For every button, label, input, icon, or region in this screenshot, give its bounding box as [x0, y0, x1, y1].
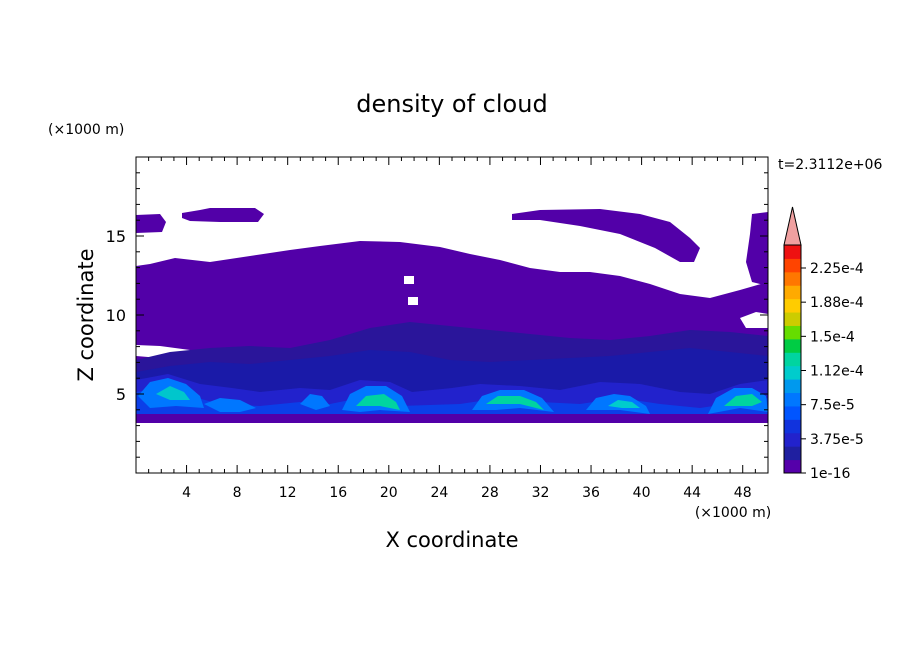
y-tick-label: 15	[106, 227, 126, 246]
hole-3	[740, 312, 768, 328]
x-tick-label: 24	[430, 485, 448, 501]
x-tick-label: 40	[633, 485, 651, 501]
colorbar-swatch	[784, 379, 801, 394]
colorbar-swatch	[784, 338, 801, 353]
cloud-region-upper-left	[136, 214, 166, 233]
x-tick-label: 36	[582, 485, 600, 501]
colorbar-swatch	[784, 245, 801, 259]
colorbar-swatch	[784, 285, 801, 300]
colorbar-label: 1.88e-4	[810, 295, 864, 311]
y-axis-label: Z coordinate	[74, 248, 98, 381]
contour-field	[136, 208, 768, 423]
colorbar-swatch	[784, 432, 801, 447]
colorbar-swatch	[784, 459, 801, 474]
y-tick-label: 10	[106, 306, 126, 325]
colorbar-frame	[783, 244, 802, 474]
colorbar-label: 3.75e-5	[810, 432, 864, 448]
x-tick-label: 48	[734, 485, 752, 501]
colorbar-swatch	[784, 365, 801, 380]
arc-5-core	[486, 396, 544, 410]
chart-title: density of cloud	[356, 90, 547, 118]
bottom-strip	[136, 414, 768, 423]
x-tick-label: 20	[380, 485, 398, 501]
x-tick-label: 44	[683, 485, 701, 501]
colorbar: 2.25e-4 1.88e-4 1.5e-4 1.12e-4 7.5e-5 3.75e-5…	[783, 206, 864, 482]
colorbar-swatch	[784, 446, 801, 461]
x-tick-label: 28	[481, 485, 499, 501]
arc-6-core	[608, 400, 640, 408]
x-axis: 4 8 12 16 20 24 28 32 36 40 44 48	[148, 157, 756, 501]
colorbar-swatch	[784, 352, 801, 367]
x-tick-label: 16	[329, 485, 347, 501]
time-label: t=2.3112e+06	[778, 157, 882, 173]
y-unit-label: (×1000 m)	[48, 122, 124, 138]
colorbar-swatch	[784, 392, 801, 407]
x-unit-label: (×1000 m)	[695, 505, 771, 521]
cloud-region-upper-mid	[182, 208, 264, 222]
arc-4-core	[356, 394, 400, 410]
arc-1-core	[156, 386, 190, 400]
colorbar-swatch	[784, 325, 801, 340]
colorbar-swatch	[784, 258, 801, 273]
x-axis-label: X coordinate	[385, 528, 518, 552]
colorbar-swatch	[784, 312, 801, 326]
colorbar-label: 1.12e-4	[810, 364, 864, 380]
colorbar-swatch	[784, 419, 801, 434]
colorbar-swatch	[784, 271, 801, 286]
x-tick-label: 32	[532, 485, 550, 501]
colorbar-extension	[783, 206, 802, 246]
colorbar-label: 1e-16	[810, 466, 850, 482]
colorbar-label: 2.25e-4	[810, 261, 864, 277]
colorbar-swatch	[784, 405, 801, 420]
cloud-region-upper-right	[512, 209, 700, 262]
hole-5	[408, 297, 418, 305]
arc-2	[204, 398, 256, 412]
x-tick-label: 12	[279, 485, 297, 501]
colorbar-label: 1.5e-4	[810, 329, 855, 345]
x-tick-label: 4	[182, 485, 191, 501]
y-tick-label: 5	[116, 385, 126, 404]
x-tick-label: 8	[233, 485, 242, 501]
arc-3	[300, 394, 330, 410]
hole-4	[404, 276, 414, 284]
arc-7-core	[724, 394, 762, 406]
colorbar-swatch	[784, 298, 801, 313]
cloud-region-far-right	[746, 212, 768, 286]
y-axis: 5 10 15	[106, 172, 768, 458]
colorbar-label: 7.5e-5	[810, 398, 855, 414]
